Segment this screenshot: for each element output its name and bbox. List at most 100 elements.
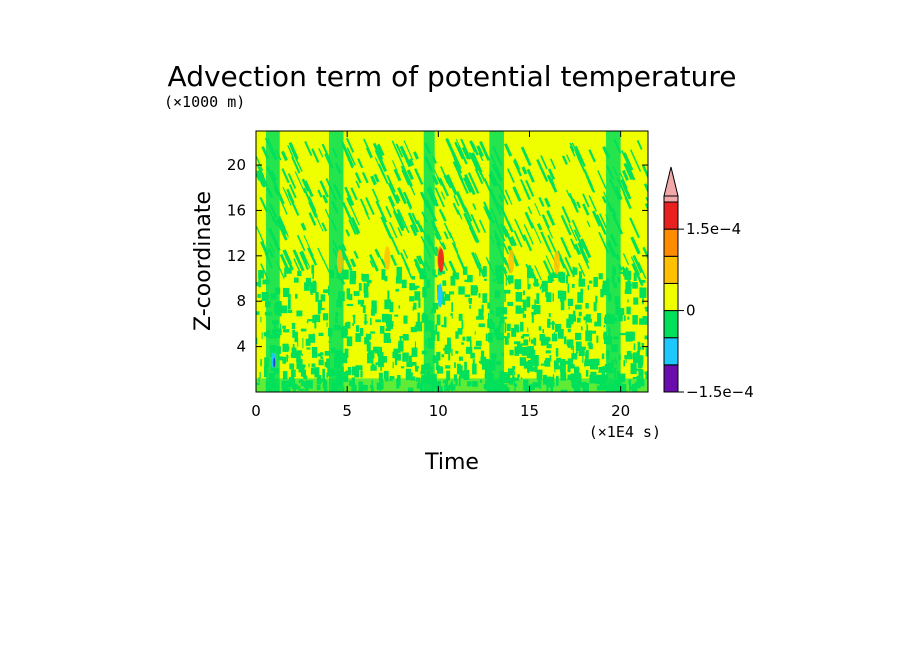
heatmap-streak: [463, 212, 471, 225]
heatmap-cell: [474, 331, 476, 335]
heatmap-streak: [420, 191, 430, 208]
heatmap-cell: [435, 324, 438, 335]
heatmap-streak: [585, 175, 596, 193]
heatmap-cell: [615, 360, 618, 365]
heatmap-streak: [396, 212, 406, 229]
heatmap-cell: [639, 318, 643, 325]
heatmap-cell: [598, 273, 603, 280]
heatmap-cell: [520, 335, 525, 339]
heatmap-cell: [482, 293, 488, 303]
heatmap-cell: [486, 359, 490, 365]
heatmap-streak: [560, 214, 572, 236]
heatmap-streak: [397, 227, 403, 237]
heatmap-streak: [621, 169, 630, 181]
heatmap-cell: [457, 328, 463, 335]
heatmap-cell: [394, 314, 399, 317]
heatmap-cell: [333, 324, 341, 331]
heatmap-cell: [349, 270, 357, 280]
heatmap-cell: [620, 308, 625, 316]
heatmap-cell: [412, 306, 414, 311]
heatmap-streak: [479, 140, 491, 161]
heatmap-cell: [421, 364, 426, 374]
colorbar-tick-label: −1.5e−4: [686, 383, 754, 401]
heatmap-cell: [642, 355, 644, 365]
heatmap-streak: [445, 174, 458, 196]
heatmap-cell: [359, 328, 364, 337]
heatmap-cell: [451, 314, 453, 319]
heatmap-cell: [532, 355, 539, 366]
heatmap-streak: [642, 165, 648, 180]
heatmap-cell: [282, 343, 289, 352]
heatmap-cell: [499, 370, 504, 379]
heatmap-cell: [479, 266, 481, 277]
heatmap-cell: [462, 266, 468, 275]
heatmap-cell: [613, 282, 617, 288]
heatmap-cell: [527, 283, 531, 289]
heatmap-streak: [547, 168, 556, 180]
heatmap-streak: [266, 166, 278, 188]
heatmap-streak: [582, 203, 590, 216]
heatmap-cell: [274, 303, 282, 315]
heatmap-streak: [391, 203, 398, 217]
heatmap-cell: [401, 279, 407, 289]
heatmap-cell: [559, 295, 563, 302]
heatmap-cell: [441, 324, 445, 328]
heatmap-streak: [373, 173, 380, 183]
heatmap-cell: [296, 350, 302, 355]
heatmap-cell: [432, 355, 439, 364]
heatmap-cell: [421, 314, 429, 323]
heatmap-cell: [421, 350, 427, 355]
heatmap-cell: [286, 354, 289, 362]
heatmap-cell: [301, 353, 303, 356]
heatmap-streak: [345, 260, 353, 272]
heatmap-cell: [335, 369, 340, 380]
heatmap-cell: [436, 331, 440, 342]
heatmap-streak: [321, 143, 332, 163]
heatmap-streak: [451, 242, 461, 259]
heatmap-streak: [404, 263, 413, 279]
heatmap-streak: [595, 214, 607, 236]
heatmap-cell: [403, 315, 408, 324]
heatmap-streak: [540, 231, 552, 253]
heatmap-cell: [306, 321, 309, 324]
heatmap-cell: [318, 332, 324, 337]
heatmap-cell: [326, 322, 328, 327]
heatmap-streak: [624, 196, 632, 210]
heatmap-cell: [527, 366, 533, 372]
heatmap-cell: [280, 323, 282, 334]
heatmap-streak: [536, 223, 543, 231]
heatmap-streak: [413, 151, 419, 160]
heatmap-cell: [351, 366, 358, 376]
heatmap-cell: [315, 291, 319, 302]
heatmap-streak: [506, 168, 515, 183]
heatmap-cell: [514, 324, 519, 331]
heatmap-streak: [523, 224, 534, 245]
heatmap-cell: [554, 360, 559, 370]
heatmap-cell: [478, 308, 484, 317]
heatmap-streak: [353, 250, 359, 259]
heatmap-cell: [541, 336, 547, 343]
heatmap-cell: [274, 368, 280, 374]
heatmap-cell: [275, 287, 281, 295]
heatmap-cell: [308, 334, 316, 343]
heatmap-streak: [359, 198, 369, 216]
heatmap-streak: [330, 219, 338, 232]
heatmap-cell: [495, 310, 501, 317]
heatmap-streak: [389, 221, 398, 239]
heatmap-cell: [422, 286, 427, 298]
heatmap-streak: [365, 147, 372, 159]
heatmap-cell: [484, 364, 492, 375]
heatmap-cell: [320, 294, 326, 302]
heatmap-streak: [611, 213, 624, 235]
x-axis-title: Time: [424, 450, 479, 475]
heatmap-streak: [591, 210, 602, 227]
heatmap-streak: [475, 163, 482, 176]
heatmap-cell: [357, 299, 365, 305]
heatmap-cell: [292, 344, 295, 350]
heatmap-streak: [452, 202, 460, 215]
heatmap-streak: [279, 253, 290, 271]
heatmap-cell: [573, 374, 581, 381]
heatmap-cell: [389, 301, 394, 313]
heatmap-streak: [287, 145, 294, 158]
heatmap-cell: [330, 347, 336, 354]
